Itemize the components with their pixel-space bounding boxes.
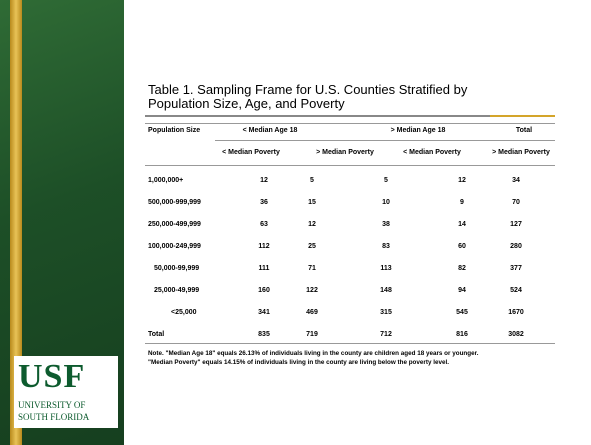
table-cell: 60 (458, 243, 466, 250)
table-cell: 5 (384, 177, 388, 184)
table-cell: 12 (260, 177, 268, 184)
note-line: Note. "Median Age 18" equals 26.13% of i… (148, 350, 479, 357)
logo-line: SOUTH FLORIDA (18, 412, 90, 422)
table-rule (215, 140, 555, 141)
table-cell: 127 (510, 221, 522, 228)
table-cell: 71 (308, 265, 316, 272)
table-cell: 341 (258, 309, 270, 316)
title-line: Table 1. Sampling Frame for U.S. Countie… (148, 82, 468, 97)
note-line: "Median Poverty" equals 14.15% of indivi… (148, 359, 449, 366)
table-cell: 12 (458, 177, 466, 184)
table-cell: 469 (306, 309, 318, 316)
title-rule (145, 115, 490, 117)
table-cell: 377 (510, 265, 522, 272)
row-label: 500,000-999,999 (148, 199, 201, 206)
row-label: <25,000 (171, 309, 197, 316)
column-header: < Median Poverty (403, 149, 461, 156)
table-rule (145, 343, 555, 344)
logo: USF UNIVERSITY OF SOUTH FLORIDA (14, 356, 118, 428)
table-cell: 148 (380, 287, 392, 294)
row-label: 250,000-499,999 (148, 221, 201, 228)
table-cell: 5 (310, 177, 314, 184)
table-cell: 545 (456, 309, 468, 316)
table-cell: 34 (512, 177, 520, 184)
table-cell: 38 (382, 221, 390, 228)
row-label: Total (148, 331, 165, 338)
table-cell: 524 (510, 287, 522, 294)
title-rule-gold (490, 115, 555, 117)
column-header: > Median Poverty (316, 149, 374, 156)
column-group-header: Total (515, 127, 533, 134)
table-cell: 15 (308, 199, 316, 206)
column-header: > Median Poverty (492, 149, 550, 156)
table-rule (145, 123, 555, 124)
row-label: 100,000-249,999 (148, 243, 201, 250)
table-cell: 94 (458, 287, 466, 294)
table-cell: 36 (260, 199, 268, 206)
table-cell: 160 (258, 287, 270, 294)
table-cell: 25 (308, 243, 316, 250)
table-cell: 835 (258, 331, 270, 338)
title-line: Population Size, Age, and Poverty (148, 96, 345, 111)
table-cell: 122 (306, 287, 318, 294)
column-group-header: Population Size (148, 127, 201, 134)
table-cell: 82 (458, 265, 466, 272)
gold-stripe (10, 0, 22, 445)
table-cell: 83 (382, 243, 390, 250)
table-cell: 113 (380, 265, 392, 272)
table-cell: 3082 (508, 331, 524, 338)
table-cell: 315 (380, 309, 392, 316)
table-cell: 280 (510, 243, 522, 250)
row-label: 25,000-49,999 (154, 287, 200, 294)
table-cell: 112 (258, 243, 270, 250)
table-cell: 10 (382, 199, 390, 206)
row-label: 1,000,000+ (148, 177, 184, 184)
table-cell: 719 (306, 331, 318, 338)
logo-line: UNIVERSITY OF (18, 400, 86, 410)
row-label: 50,000-99,999 (154, 265, 200, 272)
column-group-header: > Median Age 18 (390, 127, 446, 134)
table-cell: 9 (460, 199, 464, 206)
table-cell: 111 (258, 265, 270, 272)
table-rule (145, 165, 555, 166)
table-cell: 816 (456, 331, 468, 338)
logo-name: USF (18, 358, 86, 395)
table-cell: 1670 (508, 309, 524, 316)
table-cell: 70 (512, 199, 520, 206)
table-cell: 63 (260, 221, 268, 228)
column-header: < Median Poverty (222, 149, 280, 156)
column-group-header: < Median Age 18 (242, 127, 298, 134)
table-cell: 712 (380, 331, 392, 338)
table-cell: 12 (308, 221, 316, 228)
table-cell: 14 (458, 221, 466, 228)
